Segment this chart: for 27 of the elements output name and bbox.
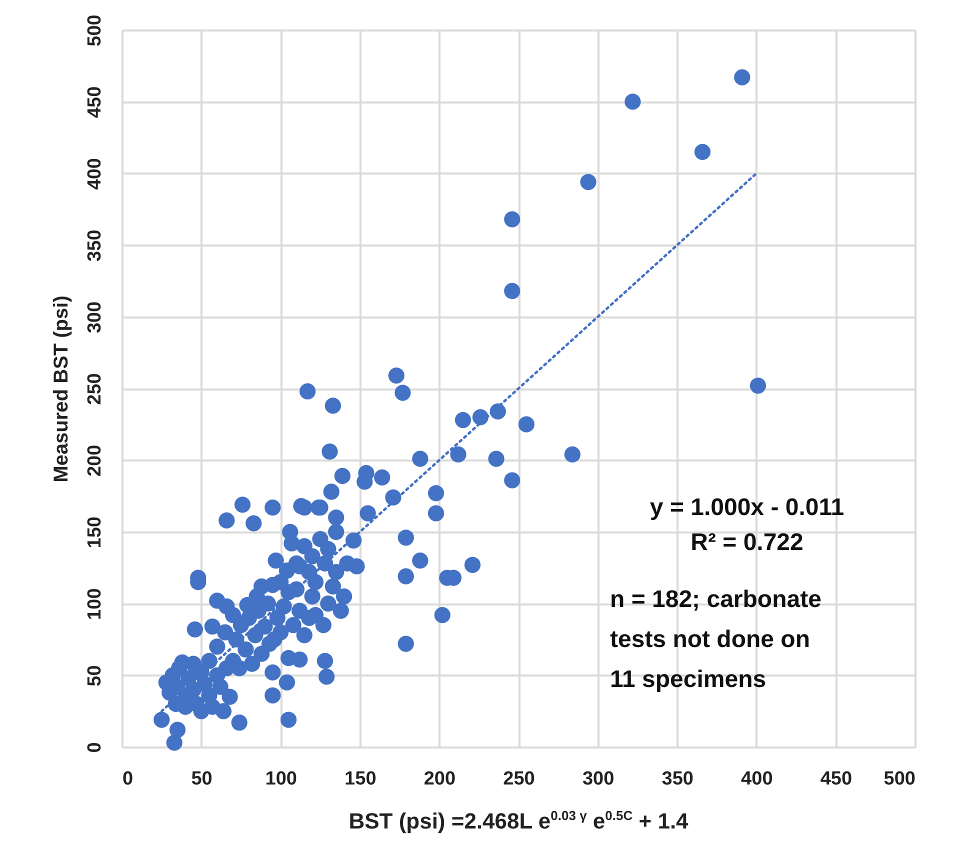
x-tick-label: 400: [741, 768, 773, 790]
y-tick-label: 300: [84, 301, 106, 334]
y-tick-label: 50: [84, 665, 106, 686]
x-tick-label: 450: [820, 768, 852, 790]
annotation: y = 1.000x - 0.011: [650, 494, 844, 521]
y-axis-title: Measured BST (psi): [50, 296, 72, 482]
y-tick-label: 200: [84, 444, 106, 477]
y-tick-label: 400: [84, 158, 106, 190]
y-tick-label: 0: [84, 742, 106, 753]
annotation: R² = 0.722: [690, 529, 804, 556]
y-tick-label: 500: [84, 14, 106, 46]
y-tick-label: 250: [84, 373, 106, 405]
x-tick-label: 200: [424, 768, 456, 790]
x-tick-label: 100: [265, 768, 297, 790]
x-tick-label: 150: [344, 768, 376, 790]
y-tick-label: 450: [84, 86, 106, 118]
y-tick-label: 100: [84, 588, 106, 620]
annotation: n = 182; carbonate tests not done on 11 specimens: [610, 586, 822, 693]
x-tick-label: 500: [884, 768, 916, 790]
x-tick-label: 350: [662, 768, 694, 790]
y-tick-label: 350: [84, 230, 106, 262]
y-tick-label: 150: [84, 516, 106, 548]
x-tick-label: 250: [503, 768, 535, 790]
x-tick-label: 300: [582, 768, 614, 790]
x-tick-label: 50: [191, 768, 212, 790]
x-tick-label: 0: [122, 768, 134, 790]
x-axis-title: BST (psi) =2.468L e$^{0.03 γ}$ e$^{0.5C}$ + 1.4: [348, 808, 690, 834]
